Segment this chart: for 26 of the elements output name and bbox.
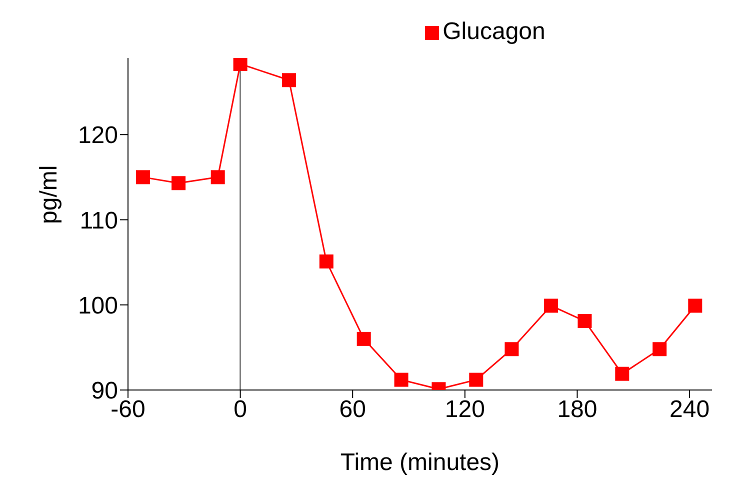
point — [615, 366, 630, 381]
y-tick-label: 120 — [78, 122, 118, 150]
x-tick-label: 180 — [557, 396, 598, 424]
point — [578, 314, 592, 328]
point — [319, 254, 334, 268]
point — [356, 332, 371, 346]
point — [652, 342, 667, 356]
point — [469, 372, 484, 387]
x-tick-label: 60 — [339, 396, 366, 424]
legend-label: Glucagon — [442, 18, 546, 45]
point — [688, 298, 702, 313]
y-axis-title: pg/ml — [36, 165, 63, 224]
point — [504, 342, 519, 356]
point — [233, 58, 248, 71]
y-tick-label: 100 — [78, 292, 118, 320]
point — [394, 372, 408, 387]
point — [210, 170, 225, 184]
point — [136, 170, 150, 184]
point — [282, 73, 296, 88]
point — [172, 176, 186, 190]
x-tick-label: 0 — [234, 396, 247, 424]
x-tick-label: 120 — [444, 396, 485, 424]
x-tick-label: 240 — [670, 396, 710, 424]
y-tick-label: 110 — [80, 207, 118, 234]
x-axis-title: Time (minutes) — [340, 449, 500, 476]
point — [544, 298, 558, 313]
